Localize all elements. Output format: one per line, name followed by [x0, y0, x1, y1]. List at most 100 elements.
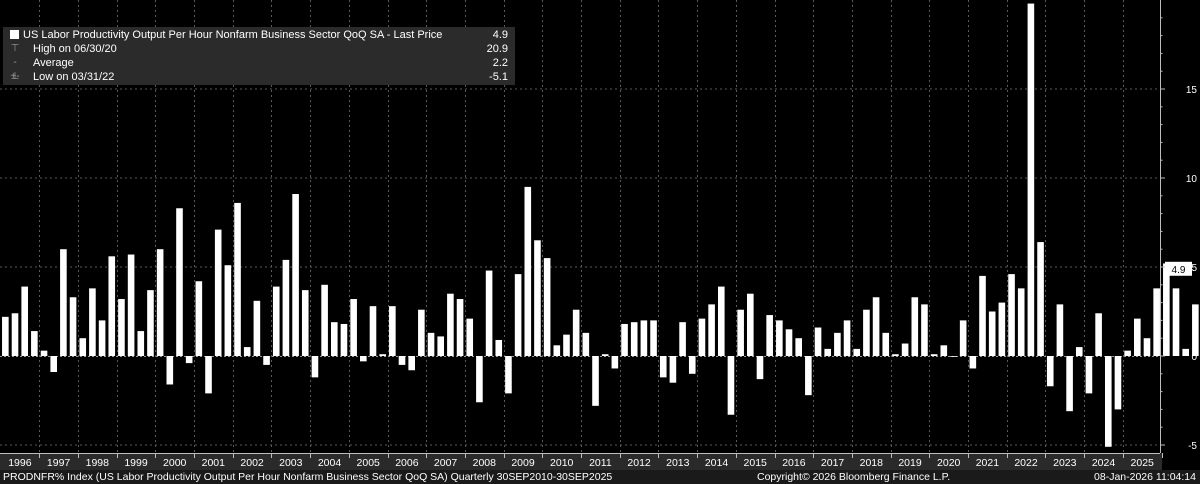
bar — [882, 332, 890, 356]
bar — [456, 299, 464, 356]
bar — [476, 356, 483, 403]
bar — [601, 354, 609, 356]
average-marker-icon: -+- — [10, 57, 20, 82]
bar — [263, 356, 270, 365]
x-tick-label: 2012 — [627, 457, 651, 469]
x-tick-label: 2015 — [744, 457, 768, 469]
bar — [379, 354, 386, 356]
y-tick-label: 0 — [1191, 352, 1197, 363]
bar — [611, 356, 619, 369]
x-tick-label: 2017 — [821, 457, 845, 469]
bar — [301, 290, 309, 356]
bar — [1017, 288, 1025, 356]
bar — [940, 345, 948, 356]
bar — [737, 309, 744, 356]
bar — [698, 318, 706, 356]
bar — [224, 265, 232, 356]
bar — [505, 356, 512, 394]
x-tick-label: 2024 — [1092, 457, 1116, 469]
bar — [1056, 304, 1064, 356]
x-tick-label: 2009 — [511, 457, 535, 469]
bar — [708, 304, 715, 356]
bar — [717, 286, 725, 356]
footer-copyright: Copyright© 2026 Bloomberg Finance L.P. — [757, 471, 951, 483]
bar — [321, 284, 328, 356]
legend-avg-value: 2.2 — [492, 57, 508, 69]
bar — [205, 356, 212, 394]
bar — [921, 304, 928, 356]
legend-high-label: High on 06/30/20 — [33, 43, 117, 55]
bar — [834, 332, 841, 356]
bar — [79, 338, 87, 356]
x-tick-label: 2011 — [589, 457, 612, 469]
bar — [892, 354, 899, 356]
bar — [234, 202, 241, 356]
bar — [311, 356, 319, 378]
x-tick-label: 2008 — [473, 457, 497, 469]
bar — [543, 258, 551, 356]
bar — [766, 315, 773, 356]
bar — [727, 356, 735, 415]
bar — [669, 356, 677, 383]
bar — [389, 306, 396, 356]
axes: -5 0 5 10 15 4.9 1996 1997 1998 1999 2000 2001 2002 2… — [0, 0, 1197, 470]
footer-timestamp: 08-Jan-2026 11:04:14 — [1094, 471, 1196, 483]
bar — [1095, 313, 1102, 356]
bar — [166, 356, 174, 385]
bar — [572, 309, 580, 356]
footer-index-description: PRODNFR% Index (US Labor Productivity Ou… — [3, 471, 613, 483]
x-tick-label: 2022 — [1014, 457, 1038, 469]
bar — [118, 299, 125, 356]
bar — [853, 348, 861, 356]
bar — [243, 347, 251, 356]
bar — [40, 350, 48, 356]
bar — [1192, 304, 1199, 356]
x-tick-label: 1999 — [124, 457, 148, 469]
legend-high-row: ⊤ High on 06/30/20 20.9 — [3, 42, 515, 56]
bar — [418, 309, 425, 356]
x-tick-label: 2021 — [976, 457, 1000, 469]
bar — [31, 331, 38, 356]
x-tick-label: 2018 — [860, 457, 884, 469]
bar — [911, 297, 919, 356]
bar — [1153, 288, 1160, 356]
bar — [824, 348, 832, 356]
bar — [582, 332, 590, 356]
bar — [795, 338, 802, 356]
bar — [553, 345, 561, 356]
bar — [650, 320, 657, 356]
bar — [1143, 338, 1151, 356]
x-tick-label: 2020 — [937, 457, 961, 469]
bar-series — [2, 3, 1199, 447]
x-tick-label: 2013 — [666, 457, 690, 469]
bar — [156, 249, 164, 356]
bar — [863, 309, 870, 356]
bar — [1066, 356, 1073, 412]
bar — [485, 270, 493, 356]
legend-high-value: 20.9 — [486, 43, 508, 55]
bar — [659, 356, 667, 378]
bar — [253, 300, 261, 356]
footer-bar: PRODNFR% Index (US Labor Productivity Ou… — [0, 470, 1200, 484]
bar — [1027, 3, 1035, 357]
bar — [185, 356, 193, 364]
bar — [1046, 356, 1054, 387]
bar — [998, 302, 1006, 356]
x-tick-label: 2025 — [1131, 457, 1155, 469]
bar — [1114, 356, 1122, 410]
bar — [1104, 356, 1112, 447]
bar — [969, 356, 977, 369]
x-tick-label: 2001 — [202, 457, 226, 469]
bar — [592, 356, 599, 406]
bar — [1008, 274, 1015, 356]
x-tick-label: 2005 — [357, 457, 381, 469]
bar — [214, 229, 222, 356]
bar — [147, 290, 154, 356]
bar — [437, 336, 445, 356]
bar — [747, 293, 754, 356]
bar — [621, 323, 628, 356]
bar — [50, 356, 58, 373]
bar — [785, 329, 793, 356]
bar — [1075, 347, 1083, 356]
bar — [930, 354, 938, 356]
